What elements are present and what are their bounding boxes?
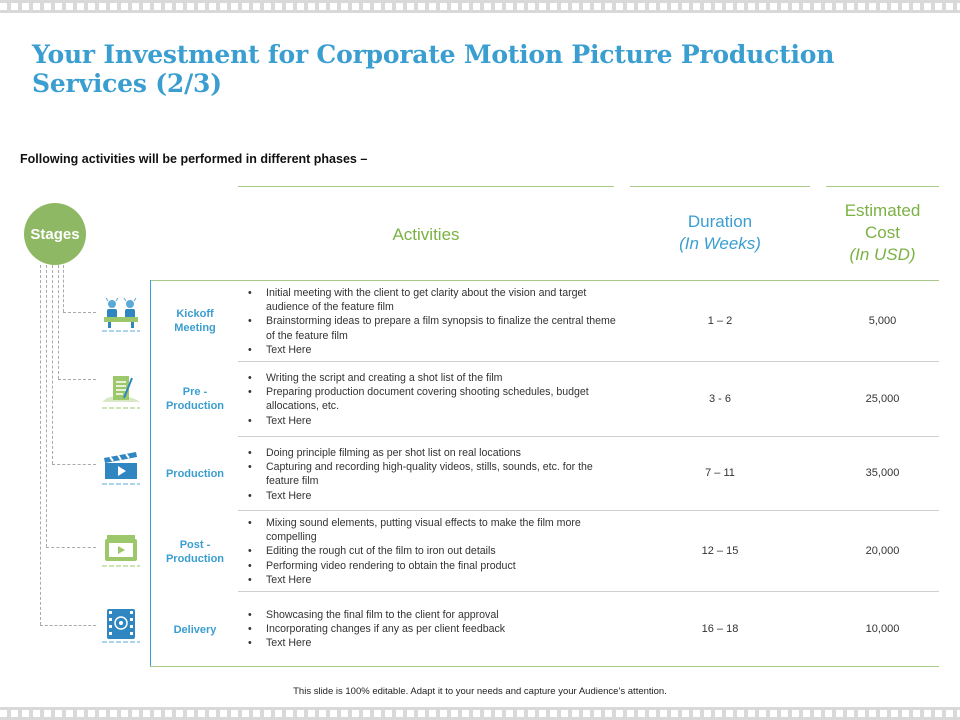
duration-cell: 7 – 11: [705, 467, 735, 479]
row-separator: [238, 591, 939, 592]
row-separator: [238, 510, 939, 511]
page-title: Your Investment for Corporate Motion Pic…: [32, 40, 835, 98]
intro-text: Following activities will be performed i…: [20, 152, 368, 166]
stage-label-line1: Post -: [179, 539, 211, 551]
connector-production-v: [52, 265, 53, 464]
list-item: Initial meeting with the client to get c…: [248, 286, 626, 314]
meeting-icon: [102, 297, 140, 332]
duration-header: Duration (In Weeks): [630, 211, 810, 255]
stage-label-delivery: Delivery: [152, 623, 238, 637]
list-item: Text Here: [248, 573, 626, 587]
activities-header-top-line: [238, 186, 614, 187]
connector-postproduction-v: [46, 265, 47, 547]
list-item: Text Here: [248, 636, 626, 650]
cost-header-title-2: Cost: [865, 223, 900, 242]
activities-header: Activities: [392, 225, 460, 244]
cost-cell: 25,000: [865, 393, 900, 405]
list-item: Doing principle filming as per shot list…: [248, 446, 626, 460]
duration-header-title: Duration: [687, 212, 753, 231]
activities-list-preproduction: Writing the script and creating a shot l…: [246, 371, 626, 428]
cost-header: Estimated Cost (In USD): [826, 200, 939, 266]
stage-label-kickoff: Kickoff Meeting: [152, 307, 238, 335]
stage-label-postproduction: Post - Production: [152, 538, 238, 566]
list-item: Mixing sound elements, putting visual ef…: [248, 516, 626, 544]
activities-list-kickoff: Initial meeting with the client to get c…: [246, 286, 626, 357]
list-item: Editing the rough cut of the film to iro…: [248, 544, 626, 558]
duration-cell: 12 – 15: [701, 545, 739, 557]
list-item: Writing the script and creating a shot l…: [248, 371, 626, 385]
connector-delivery-h: [40, 625, 96, 626]
duration-cell: 16 – 18: [701, 623, 739, 635]
activities-list-postproduction: Mixing sound elements, putting visual ef…: [246, 516, 626, 587]
duration-cell: 3 - 6: [708, 393, 731, 405]
stage-label-production: Production: [152, 467, 238, 481]
cost-header-title-1: Estimated: [844, 201, 921, 220]
activities-list-delivery: Showcasing the final film to the client …: [246, 608, 626, 651]
stage-label-line1: Delivery: [173, 624, 217, 636]
stage-label-line1: Kickoff: [176, 308, 214, 320]
connector-preproduction-h: [58, 379, 96, 380]
stage-label-line2: Production: [165, 553, 225, 565]
list-item: Capturing and recording high-quality vid…: [248, 460, 626, 488]
list-item: Preparing production document covering s…: [248, 385, 626, 413]
cost-header-top-line: [826, 186, 939, 187]
stage-label-line2: Meeting: [174, 322, 216, 334]
row-separator: [238, 436, 939, 437]
table-bottom-line: [150, 666, 939, 667]
duration-header-top-line: [630, 186, 810, 187]
connector-preproduction-v: [58, 265, 59, 379]
script-document-icon: [102, 376, 140, 409]
cost-header-unit: (In USD): [849, 245, 916, 264]
clapperboard-icon: [102, 452, 140, 485]
list-item: Text Here: [248, 343, 626, 357]
duration-header-unit: (In Weeks): [679, 234, 761, 253]
connector-production-h: [52, 464, 96, 465]
list-item: Incorporating changes if any as per clie…: [248, 622, 626, 636]
connector-kickoff-h: [63, 312, 96, 313]
list-item: Showcasing the final film to the client …: [248, 608, 626, 622]
connector-kickoff-v: [63, 265, 64, 312]
cost-cell: 10,000: [865, 623, 900, 635]
footer-note: This slide is 100% editable. Adapt it to…: [293, 686, 667, 697]
stages-label: Stages: [30, 225, 80, 243]
list-item: Performing video rendering to obtain the…: [248, 559, 626, 573]
stage-column-line: [150, 280, 151, 667]
film-reel-icon: [102, 609, 140, 643]
video-editing-icon: [102, 535, 140, 567]
film-strip-top: [0, 0, 960, 13]
film-strip-bottom: [0, 707, 960, 720]
stage-label-line1: Production: [165, 468, 225, 480]
row-separator: [238, 361, 939, 362]
duration-cell: 1 – 2: [707, 315, 733, 327]
activities-list-production: Doing principle filming as per shot list…: [246, 446, 626, 503]
stage-label-line1: Pre -: [182, 386, 208, 398]
stages-circle: Stages: [24, 203, 86, 265]
list-item: Text Here: [248, 489, 626, 503]
stage-label-preproduction: Pre - Production: [152, 385, 238, 413]
list-item: Brainstorming ideas to prepare a film sy…: [248, 314, 626, 342]
cost-cell: 5,000: [868, 315, 897, 327]
connector-delivery-v: [40, 265, 41, 625]
cost-cell: 20,000: [865, 545, 900, 557]
cost-cell: 35,000: [865, 467, 900, 479]
header-bottom-line: [150, 280, 939, 281]
connector-postproduction-h: [46, 547, 96, 548]
list-item: Text Here: [248, 414, 626, 428]
stage-label-line2: Production: [165, 400, 225, 412]
